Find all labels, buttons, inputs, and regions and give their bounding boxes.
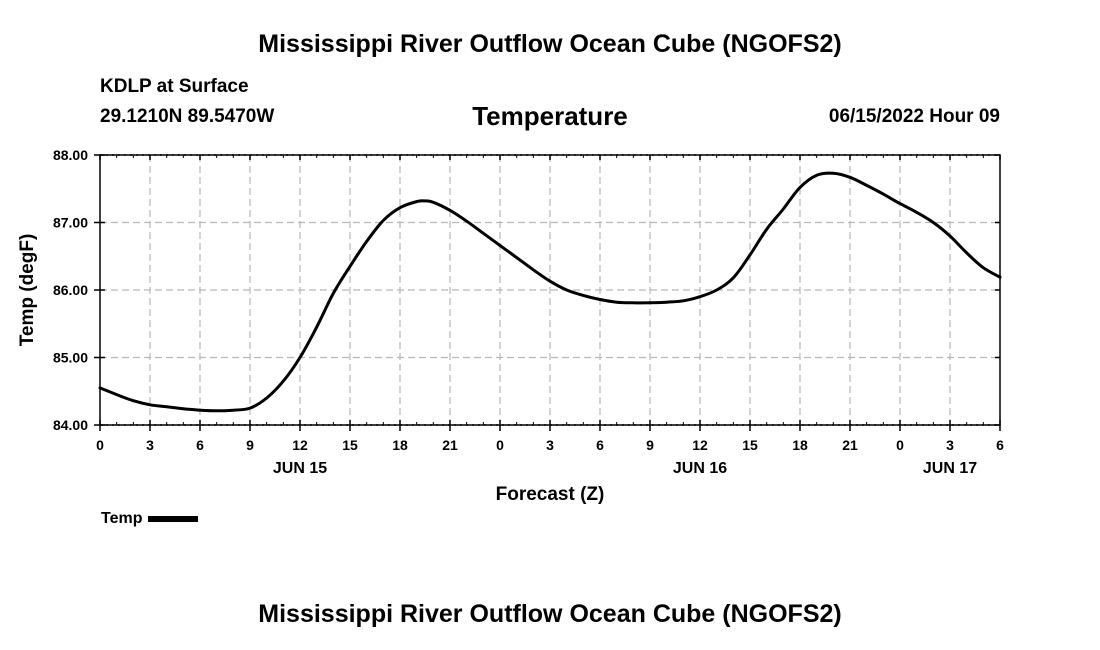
y-tick-labels: 84.00 85.00 86.00 87.00 88.00 <box>53 147 88 433</box>
date-label: JUN 15 <box>273 460 327 477</box>
series-line-temp <box>98 171 1002 413</box>
x-tick-label: 15 <box>742 437 758 453</box>
x-tick-label: 0 <box>896 437 904 453</box>
date-label: JUN 16 <box>673 460 727 477</box>
y-tick-label: 85.00 <box>53 350 88 366</box>
y-tick-label: 87.00 <box>53 215 88 231</box>
x-tick-label: 3 <box>146 437 154 453</box>
station-label: KDLP at Surface <box>100 76 249 97</box>
x-tick-label: 3 <box>946 437 954 453</box>
x-tick-label: 18 <box>392 437 408 453</box>
x-tick-label: 9 <box>246 437 254 453</box>
y-tick-label: 88.00 <box>53 147 88 163</box>
legend-line-swatch <box>148 515 199 522</box>
x-tick-label: 21 <box>442 437 458 453</box>
date-label: JUN 17 <box>923 460 977 477</box>
y-axis-label: Temp (degF) <box>17 234 38 347</box>
x-tick-label: 0 <box>96 437 104 453</box>
x-tick-labels: 0 3 6 9 12 15 18 21 0 3 6 9 12 15 18 21 0 3 6 <box>96 437 1004 453</box>
chart-title: Temperature <box>472 101 628 131</box>
x-axis-label: Forecast (Z) <box>496 484 605 505</box>
x-tick-label: 18 <box>792 437 808 453</box>
page-title: Mississippi River Outflow Ocean Cube (NG… <box>258 30 842 58</box>
y-tick-label: 86.00 <box>53 282 88 298</box>
x-tick-label: 0 <box>496 437 504 453</box>
x-tick-label: 9 <box>646 437 654 453</box>
x-tick-label: 6 <box>596 437 604 453</box>
x-tick-label: 12 <box>692 437 708 453</box>
x-tick-label: 15 <box>342 437 358 453</box>
station-coordinates: 29.1210N 89.5470W <box>100 106 275 127</box>
legend-label: Temp <box>101 510 143 527</box>
footer-title: Mississippi River Outflow Ocean Cube (NG… <box>258 600 842 628</box>
y-tick-label: 84.00 <box>53 417 88 433</box>
x-tick-label: 6 <box>996 437 1004 453</box>
x-tick-label: 12 <box>292 437 308 453</box>
axis-ticks <box>94 154 1001 431</box>
x-tick-label: 3 <box>546 437 554 453</box>
x-tick-label: 6 <box>196 437 204 453</box>
date-labels: JUN 15 JUN 16 JUN 17 <box>273 460 977 477</box>
legend: Temp <box>101 510 199 528</box>
forecast-datetime: 06/15/2022 Hour 09 <box>828 106 1000 127</box>
x-tick-label: 21 <box>842 437 858 453</box>
grid-lines <box>100 154 1000 426</box>
